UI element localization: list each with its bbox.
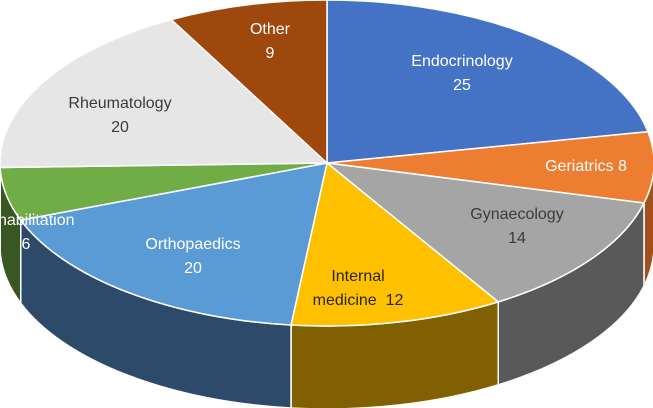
data-label-internal-medicine: Internal medicine 12 [313,268,404,309]
data-label-other: Other 9 [250,21,291,62]
data-label-geriatrics: Geriatrics 8 [545,158,627,175]
data-label-line: Orthopaedics [145,236,240,253]
pie-slice-gynaecology [326,162,645,303]
data-label-line: 14 [508,230,526,247]
data-label-line: 9 [266,45,275,62]
data-label-line: 6 [22,236,31,253]
pie-slice-endocrinology [326,0,649,164]
data-label-gynaecology: Gynaecology 14 [470,206,563,247]
pie-slice-orthopaedics [20,162,328,326]
pie-tops [0,0,653,327]
data-label-line: Geriatrics 8 [545,158,627,175]
data-label-line: Endocrinology [411,53,512,70]
pie-slice-other [170,0,328,164]
data-label-orthopaedics: Orthopaedics 20 [145,236,240,277]
pie-slice-internal-medicine [290,162,499,327]
data-label-rehabilitation: Rehabilitation 6 [0,212,74,253]
data-label-line: 20 [184,260,202,277]
pie-slice-rheumatology [0,18,328,169]
data-label-endocrinology: Endocrinology 25 [411,53,512,94]
data-label-line: medicine 12 [313,292,404,309]
data-label-line: Other [250,21,291,38]
pie-labels: Endocrinology 25 Geriatrics 8 Gynaecology 14… [0,21,627,309]
data-label-line: 20 [111,119,129,136]
data-label-rheumatology: Rheumatology 20 [68,95,171,136]
data-label-line: Rheumatology [68,95,171,112]
data-label-line: Internal [331,268,384,285]
data-label-line: Gynaecology [470,206,563,223]
data-label-line: 25 [453,77,471,94]
data-label-line: Rehabilitation [0,212,74,229]
pie-slice-geriatrics [326,131,653,204]
